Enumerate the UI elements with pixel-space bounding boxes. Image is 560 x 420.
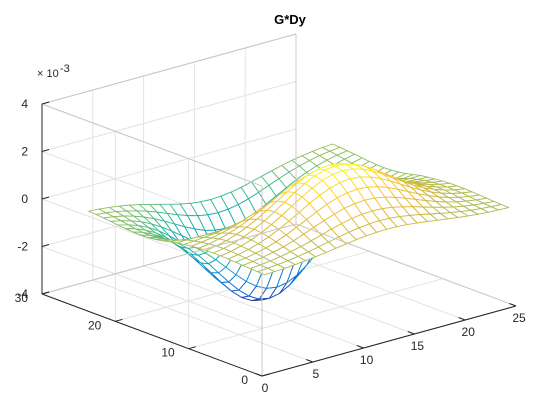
y-tick-label: 0 <box>241 373 248 387</box>
x-tick-mark <box>458 317 466 321</box>
z-tick-mark <box>41 101 50 105</box>
y-tick-mark <box>188 346 196 350</box>
x-tick-mark <box>509 303 517 307</box>
z-exponent-base: × 10 <box>37 68 59 80</box>
x-tick-label: 25 <box>512 311 526 325</box>
y-tick-label: 20 <box>88 318 102 332</box>
chart-title: G*Dy <box>274 12 307 27</box>
box-edge <box>41 33 297 105</box>
x-axis-line <box>261 305 517 377</box>
box-edge <box>295 223 517 307</box>
tick-labels: 0 5 10 15 20 25 0 10 20 30-4 -2 0 2 4 <box>15 97 526 395</box>
mesh-cell <box>490 204 510 211</box>
z-tick-mark <box>41 149 50 152</box>
z-exponent-label: × 10 -3 <box>37 63 70 80</box>
grid-line-back-z <box>41 128 297 200</box>
axes-frame <box>41 33 517 377</box>
y-tick-mark <box>261 373 270 377</box>
z-tick-mark <box>41 291 50 295</box>
y-tick-mark <box>115 318 123 322</box>
axes-box <box>41 33 517 377</box>
x-tick-label: 10 <box>360 353 374 367</box>
x-tick-mark <box>255 373 263 377</box>
z-exponent-power: -3 <box>60 63 70 75</box>
x-tick-mark <box>306 359 313 363</box>
y-tick-label: 10 <box>161 346 175 360</box>
z-tick-label: 0 <box>21 192 28 206</box>
x-tick-label: 0 <box>262 381 269 395</box>
z-tick-label: -4 <box>17 287 28 301</box>
z-tick-mark <box>41 244 50 247</box>
y-tick-label: 30 <box>15 291 29 305</box>
box-edge <box>41 103 263 187</box>
x-tick-mark <box>356 345 364 349</box>
x-tick-label: 20 <box>462 325 476 339</box>
y-axis-line <box>41 293 263 377</box>
x-tick-label: 5 <box>312 367 319 381</box>
mesh-surface <box>88 143 510 302</box>
z-tick-label: 4 <box>21 97 28 111</box>
grid-line-wall-z <box>41 246 263 329</box>
z-tick-label: 2 <box>21 145 28 159</box>
z-tick-label: -2 <box>17 240 28 254</box>
grid-line-floor-y <box>188 278 443 350</box>
grid-line-floor-x <box>92 279 313 363</box>
grid-line-floor-x <box>143 265 364 349</box>
x-tick-label: 15 <box>411 339 425 353</box>
grid-line-back-z <box>41 81 297 152</box>
x-tick-mark <box>407 331 415 335</box>
box-edge <box>41 223 297 295</box>
z-tick-mark <box>41 196 50 200</box>
